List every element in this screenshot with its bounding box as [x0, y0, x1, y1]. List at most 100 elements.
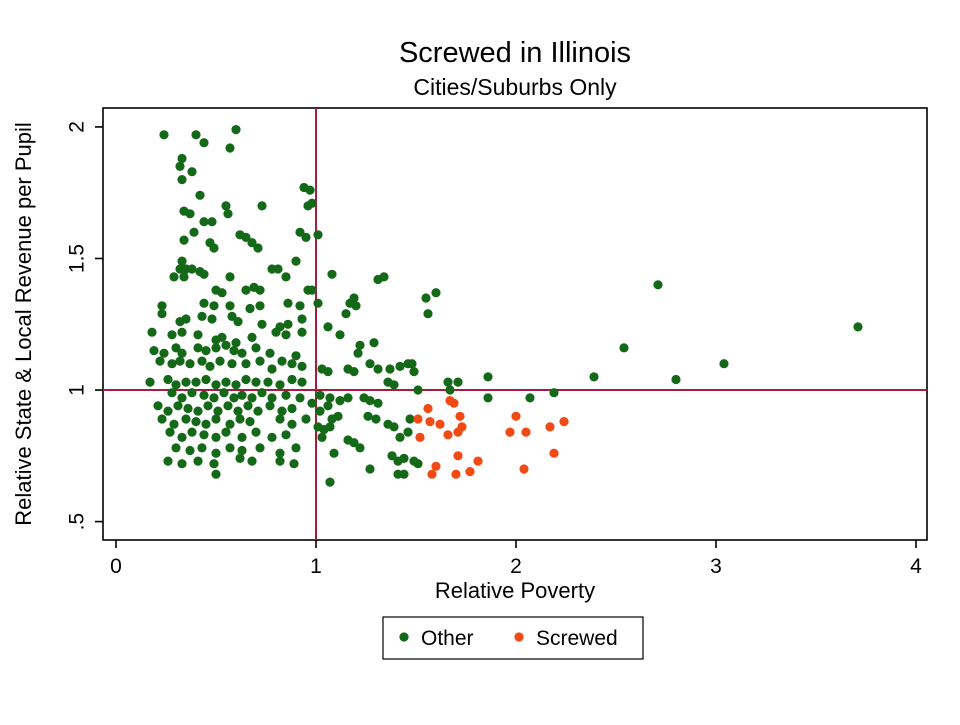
data-point-other	[245, 303, 255, 314]
data-point-screwed	[465, 467, 475, 477]
data-point-other	[369, 338, 379, 348]
data-point-other	[335, 330, 345, 340]
data-point-other	[275, 380, 285, 390]
data-point-other	[295, 227, 305, 237]
data-point-other	[251, 427, 261, 437]
y-tick-label: .5	[66, 513, 89, 531]
data-point-other	[145, 377, 155, 387]
data-point-other	[307, 198, 317, 208]
data-point-other	[227, 359, 237, 369]
data-point-other	[217, 288, 227, 298]
data-point-other	[185, 445, 195, 456]
data-point-other	[273, 264, 283, 274]
data-point-screwed	[435, 419, 445, 429]
data-point-other	[267, 364, 277, 374]
data-point-other	[277, 406, 287, 416]
data-point-other	[295, 393, 305, 403]
data-point-other	[247, 332, 257, 342]
data-point-other	[225, 272, 235, 282]
data-point-other	[333, 411, 343, 421]
x-axis-title: Relative Poverty	[435, 578, 595, 603]
data-point-other	[231, 125, 241, 135]
data-point-other	[157, 414, 167, 424]
data-point-other	[413, 385, 423, 395]
data-point-other	[149, 346, 159, 356]
data-point-other	[403, 427, 413, 437]
data-point-other	[307, 285, 317, 295]
data-point-other	[177, 256, 187, 266]
data-point-other	[301, 414, 311, 424]
data-point-other	[171, 380, 181, 390]
data-point-other	[281, 272, 291, 282]
data-point-other	[177, 348, 187, 358]
data-point-other	[157, 309, 167, 319]
data-point-other	[233, 317, 243, 327]
data-point-other	[281, 390, 291, 400]
legend-label-screwed: Screwed	[536, 627, 618, 650]
data-point-other	[421, 293, 431, 303]
legend-marker-screwed	[514, 632, 524, 642]
data-point-other	[167, 359, 177, 369]
data-point-other	[237, 390, 247, 400]
data-point-other	[191, 417, 201, 427]
data-point-other	[191, 130, 201, 140]
data-point-other	[181, 414, 191, 424]
data-point-other	[177, 459, 187, 469]
data-point-other	[253, 243, 263, 253]
data-point-other	[195, 190, 205, 200]
data-point-other	[263, 377, 273, 387]
plot-border	[102, 107, 928, 541]
y-axis-title: Relative State & Local Revenue per Pupil	[11, 122, 36, 526]
data-point-other	[297, 361, 307, 371]
data-point-other	[281, 330, 291, 340]
data-point-other	[297, 377, 307, 387]
data-point-other	[445, 385, 455, 395]
data-point-other	[201, 419, 211, 429]
data-point-other	[197, 443, 207, 453]
data-point-other	[525, 393, 535, 403]
data-point-other	[157, 301, 167, 311]
data-point-other	[365, 396, 375, 406]
data-point-other	[483, 393, 493, 403]
data-point-other	[235, 453, 245, 463]
data-point-screwed	[443, 430, 453, 440]
data-point-other	[221, 427, 231, 437]
data-point-screwed	[415, 432, 425, 442]
data-point-other	[197, 356, 207, 366]
chart-title: Screwed in Illinois	[399, 37, 631, 69]
data-point-other	[225, 143, 235, 153]
data-point-other	[185, 209, 195, 219]
data-point-other	[241, 374, 251, 385]
data-point-other	[271, 327, 281, 337]
data-point-other	[199, 298, 209, 308]
data-point-other	[483, 372, 493, 382]
data-point-other	[181, 377, 191, 387]
data-point-other	[343, 393, 353, 403]
data-point-other	[253, 406, 263, 416]
data-point-screwed	[511, 411, 521, 421]
data-point-other	[225, 419, 235, 429]
data-point-other	[409, 367, 419, 377]
data-point-other	[431, 288, 441, 298]
data-point-other	[251, 343, 261, 353]
data-point-other	[325, 477, 335, 487]
data-point-other	[313, 298, 323, 308]
data-point-other	[853, 322, 863, 332]
data-point-other	[353, 348, 363, 358]
data-point-other	[241, 359, 251, 369]
data-point-other	[301, 232, 311, 242]
data-point-screwed	[559, 417, 569, 427]
data-point-other	[275, 414, 285, 424]
data-point-other	[177, 153, 187, 164]
data-point-other	[223, 401, 233, 411]
data-point-other	[219, 388, 229, 398]
data-point-other	[287, 419, 297, 429]
data-point-other	[373, 364, 383, 374]
data-point-screwed	[457, 422, 467, 432]
data-point-other	[231, 338, 241, 348]
data-point-other	[199, 138, 209, 148]
data-point-other	[177, 175, 187, 185]
data-point-other	[179, 272, 189, 282]
data-point-other	[265, 401, 275, 411]
